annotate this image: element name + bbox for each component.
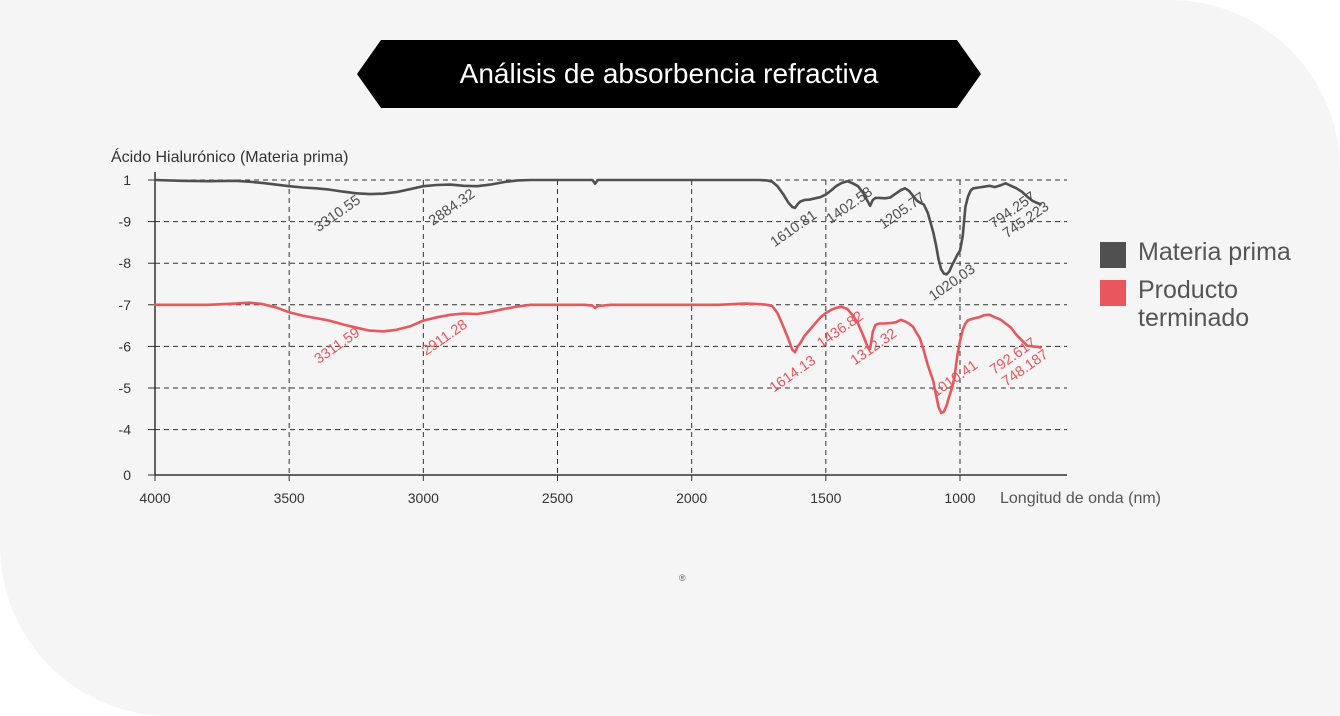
y-tick-label: -8 [119, 255, 132, 271]
x-tick-label: 2000 [676, 490, 707, 506]
y-tick-label: -4 [119, 422, 132, 438]
peak-label: 1614.13 [767, 353, 819, 396]
x-tick-label: 3000 [408, 490, 439, 506]
legend-swatch-producto-terminado [1100, 280, 1126, 306]
x-tick-label: 2500 [542, 490, 573, 506]
title-banner-shape [357, 40, 981, 108]
x-tick-label: 1000 [944, 490, 975, 506]
y-axis-label: Ácido Hialurónico (Materia prima) [111, 147, 348, 166]
y-tick-label: 1 [123, 172, 131, 188]
title-banner: Análisis de absorbencia refractiva [357, 40, 981, 108]
peak-label: 1610.81 [768, 207, 820, 250]
legend-swatch-materia-prima [1100, 242, 1126, 268]
legend-item-producto-terminado: Producto terminado [1100, 276, 1308, 332]
peak-label: 1020.03 [926, 261, 978, 304]
x-tick-label: 4000 [139, 490, 170, 506]
x-axis-label: Longitud de onda (nm) [1000, 490, 1161, 507]
series-lines [153, 178, 1042, 415]
y-tick-label: -7 [119, 297, 132, 313]
y-tick-label: -6 [119, 338, 132, 354]
legend-label: Materia prima [1138, 238, 1291, 266]
peak-label: 1205.77 [876, 190, 928, 233]
peak-label: 2911.28 [419, 317, 470, 360]
axes: 1 -9 -8 -7 -6 -5 -4 0 4000 3500 3000 2500 2000 1500 10… [119, 172, 1067, 506]
series-line-materia-prima [153, 178, 1042, 276]
x-tick-label: 1500 [810, 490, 841, 506]
peak-label: 2884.32 [426, 186, 478, 229]
x-tick-label: 3500 [274, 490, 305, 506]
legend: Materia prima Producto terminado [1100, 238, 1308, 340]
series-line-producto-terminado [153, 301, 1042, 415]
chart-title: Análisis de absorbencia refractiva [459, 58, 879, 89]
legend-label: Producto terminado [1138, 276, 1250, 332]
y-tick-label: -5 [119, 380, 132, 396]
legend-item-materia-prima: Materia prima [1100, 238, 1308, 268]
y-tick-label: -9 [119, 214, 132, 230]
peak-label: 3310.55 [312, 192, 364, 235]
y-tick-label: 0 [123, 467, 131, 483]
registered-mark: ® [679, 573, 686, 583]
grid-lines [155, 179, 1067, 475]
